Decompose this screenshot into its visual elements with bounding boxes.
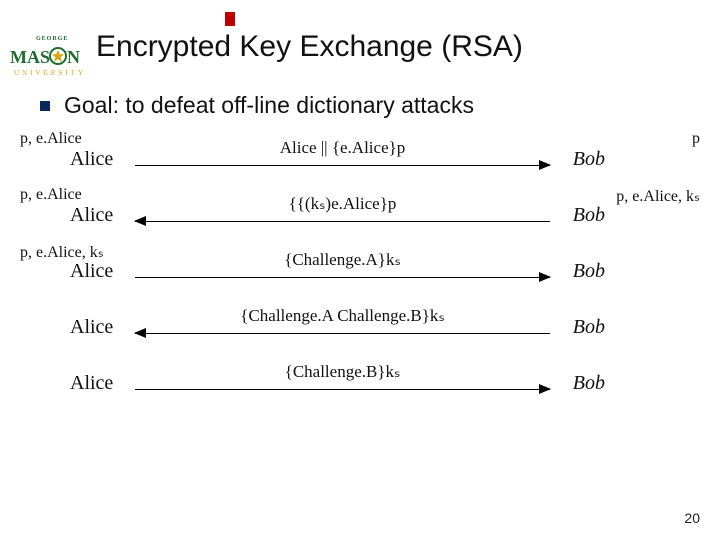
party-bob: Bob (573, 204, 605, 227)
left-state: p, e.Alice (20, 186, 82, 204)
svg-text:MAS: MAS (10, 47, 50, 67)
arrow-left-icon (134, 328, 146, 338)
message-label: Alice || {e.Alice}p (135, 138, 550, 158)
message-arrow: {Challenge.A Challenge.B}kₛ (135, 306, 550, 342)
party-alice: Alice (70, 316, 113, 339)
party-bob: Bob (573, 260, 605, 283)
right-state: p, e.Alice, kₛ (616, 186, 700, 206)
right-state: p (692, 130, 700, 148)
square-bullet-icon (40, 101, 50, 111)
protocol-diagram: p, e.Alice Alice Alice || {e.Alice}p Bob… (20, 130, 700, 410)
party-alice: Alice (70, 148, 113, 171)
protocol-step: p, e.Alice Alice {{(kₛ)e.Alice}p Bob p, … (20, 186, 700, 242)
protocol-step: Alice {Challenge.A Challenge.B}kₛ Bob (20, 298, 700, 354)
bullet-line: Goal: to defeat off-line dictionary atta… (40, 92, 474, 119)
svg-text:UNIVERSITY: UNIVERSITY (14, 69, 86, 77)
party-alice: Alice (70, 260, 113, 283)
protocol-step: p, e.Alice Alice Alice || {e.Alice}p Bob… (20, 130, 700, 186)
arrow-left-icon (134, 216, 146, 226)
message-label: {{(kₛ)e.Alice}p (135, 194, 550, 214)
left-state: p, e.Alice, kₛ (20, 242, 104, 262)
party-alice: Alice (70, 204, 113, 227)
party-bob: Bob (573, 316, 605, 339)
message-label: {Challenge.A Challenge.B}kₛ (135, 306, 550, 326)
message-arrow: Alice || {e.Alice}p (135, 138, 550, 174)
arrow-right-icon (539, 384, 551, 394)
svg-text:GEORGE: GEORGE (36, 36, 68, 42)
slide-number: 20 (684, 510, 700, 526)
arrow-right-icon (539, 272, 551, 282)
message-arrow: {{(kₛ)e.Alice}p (135, 194, 550, 230)
svg-text:N: N (67, 47, 80, 67)
protocol-step: Alice {Challenge.B}kₛ Bob (20, 354, 700, 410)
slide-title: Encrypted Key Exchange (RSA) (96, 30, 523, 64)
party-bob: Bob (573, 372, 605, 395)
university-logo: GEORGE MAS N UNIVERSITY (10, 30, 92, 80)
goal-text: Goal: to defeat off-line dictionary atta… (64, 92, 474, 119)
message-arrow: {Challenge.B}kₛ (135, 362, 550, 398)
party-alice: Alice (70, 372, 113, 395)
message-arrow: {Challenge.A}kₛ (135, 250, 550, 286)
arrow-right-icon (539, 160, 551, 170)
party-bob: Bob (573, 148, 605, 171)
accent-bar (225, 12, 235, 26)
protocol-step: p, e.Alice, kₛ Alice {Challenge.A}kₛ Bob (20, 242, 700, 298)
message-label: {Challenge.A}kₛ (135, 250, 550, 270)
left-state: p, e.Alice (20, 130, 82, 148)
message-label: {Challenge.B}kₛ (135, 362, 550, 382)
